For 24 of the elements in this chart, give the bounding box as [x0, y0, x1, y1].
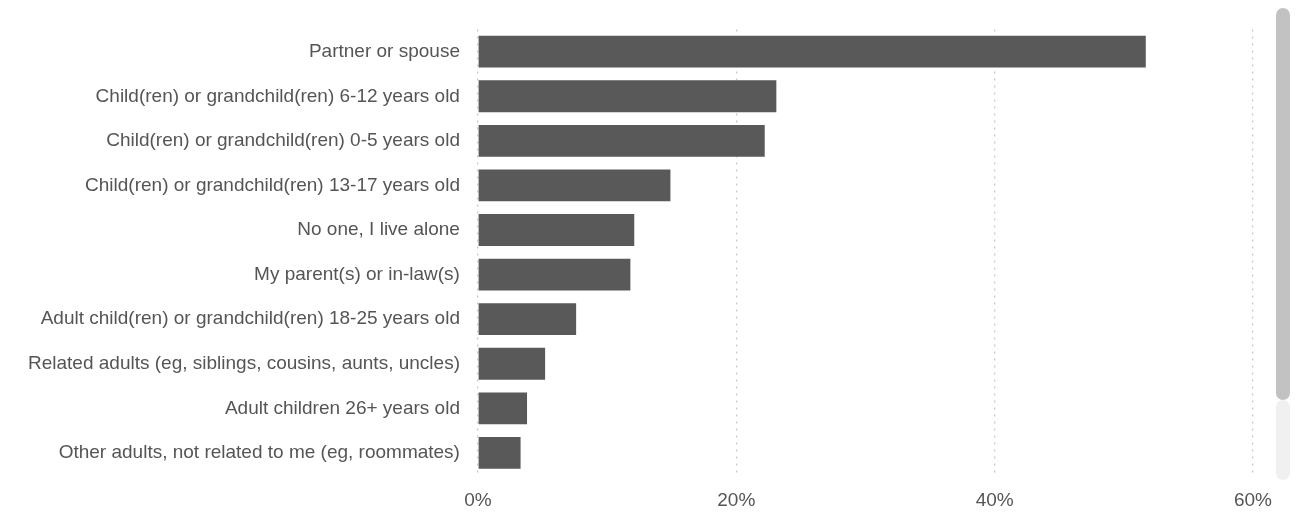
x-tick-label: 40%	[975, 488, 1014, 510]
x-tick-label: 20%	[717, 488, 756, 510]
bar	[478, 124, 765, 157]
bar	[478, 303, 577, 336]
bar	[478, 258, 631, 291]
y-tick-label: Adult child(ren) or grandchild(ren) 18-25 years old	[40, 307, 460, 329]
y-tick-label: Related adults (eg, siblings, cousins, aunts, uncles)	[28, 351, 460, 373]
bar	[478, 347, 546, 380]
y-tick-label: Partner or spouse	[308, 39, 460, 61]
y-tick-label: Other adults, not related to me (eg, roommates)	[58, 441, 460, 463]
y-tick-label: Child(ren) or grandchild(ren) 13-17 years old	[85, 173, 460, 195]
bar	[478, 392, 528, 425]
y-tick-label: No one, I live alone	[297, 218, 460, 240]
bar	[478, 80, 777, 113]
bar	[478, 214, 635, 246]
bar	[478, 437, 521, 469]
x-tick-label: 60%	[1233, 488, 1273, 510]
x-tick-label: 0%	[464, 488, 492, 510]
bar	[478, 35, 1146, 68]
y-tick-label: Child(ren) or grandchild(ren) 6-12 years old	[95, 84, 460, 106]
y-tick-label: Child(ren) or grandchild(ren) 0-5 years old	[106, 129, 460, 151]
y-tick-label: Adult children 26+ years old	[224, 396, 460, 418]
bar	[478, 169, 671, 202]
y-tick-label: My parent(s) or in-law(s)	[254, 262, 460, 284]
